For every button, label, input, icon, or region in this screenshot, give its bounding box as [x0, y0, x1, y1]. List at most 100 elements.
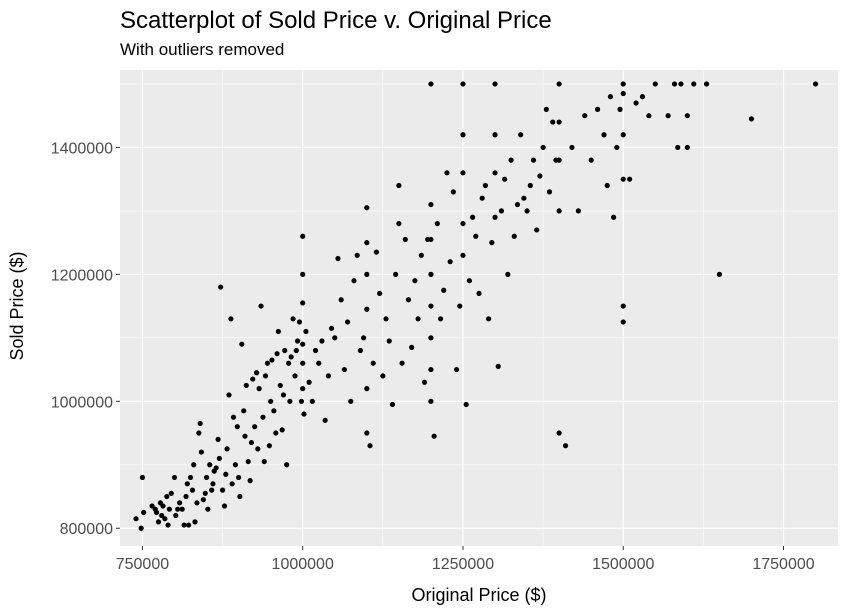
data-point	[671, 81, 678, 87]
data-point	[200, 497, 206, 503]
data-point	[230, 414, 237, 420]
data-point	[447, 259, 453, 265]
data-point	[511, 233, 517, 239]
data-point	[521, 195, 527, 201]
data-point	[543, 106, 549, 112]
data-point	[294, 338, 301, 344]
data-point	[319, 338, 325, 344]
data-point	[252, 424, 258, 430]
data-point	[556, 157, 562, 163]
data-point	[492, 170, 498, 176]
data-point	[168, 490, 174, 496]
data-point	[569, 144, 575, 151]
data-point	[226, 392, 232, 398]
data-point	[514, 201, 521, 208]
data-point	[181, 522, 187, 528]
data-point	[279, 427, 285, 433]
major-gridlines	[120, 70, 838, 546]
data-point	[556, 208, 562, 214]
data-point	[269, 357, 275, 363]
data-point	[582, 113, 588, 119]
data-point	[216, 455, 222, 462]
data-point	[524, 208, 530, 214]
data-point	[364, 430, 370, 436]
data-point	[139, 474, 146, 481]
data-point	[428, 271, 434, 277]
data-point	[191, 462, 197, 468]
x-axis-ticks: 750000 1000000 1250000 1500000 1750000	[116, 546, 815, 573]
data-point	[703, 81, 710, 87]
data-point	[604, 182, 610, 189]
data-point	[268, 398, 274, 404]
data-point	[562, 443, 569, 449]
data-point	[620, 303, 626, 309]
data-point	[165, 522, 171, 528]
data-point	[287, 398, 293, 404]
data-point	[409, 344, 415, 350]
data-point	[194, 500, 200, 506]
data-point	[243, 382, 249, 389]
data-point	[588, 157, 594, 163]
data-point	[348, 398, 354, 404]
data-point	[141, 509, 147, 515]
data-point	[421, 379, 428, 385]
data-point	[296, 319, 303, 325]
data-point	[322, 417, 328, 423]
data-point	[288, 354, 294, 360]
data-point	[428, 236, 434, 243]
data-point	[284, 462, 290, 468]
data-point	[228, 316, 234, 322]
data-point	[812, 81, 819, 87]
data-point	[303, 328, 309, 335]
data-point	[277, 382, 283, 389]
data-point	[486, 316, 492, 322]
data-point	[428, 81, 434, 87]
data-point	[255, 446, 261, 452]
data-point	[192, 519, 198, 525]
data-point	[502, 176, 508, 182]
data-point	[300, 233, 306, 239]
data-point	[489, 240, 495, 246]
data-point	[202, 490, 208, 496]
data-point	[556, 430, 562, 436]
data-point	[428, 335, 434, 341]
data-point	[389, 401, 396, 408]
data-point	[364, 205, 370, 211]
data-point	[196, 430, 202, 436]
data-point	[444, 170, 450, 176]
data-point	[370, 360, 376, 366]
data-point	[338, 297, 344, 303]
data-point	[428, 201, 434, 208]
data-point	[335, 255, 341, 262]
data-point	[328, 325, 335, 331]
data-point	[316, 360, 322, 366]
data-point	[184, 481, 190, 487]
data-point	[173, 512, 179, 519]
data-point	[293, 347, 299, 354]
data-point	[325, 373, 331, 379]
data-point	[492, 214, 498, 220]
data-point	[530, 157, 537, 163]
data-point	[175, 506, 181, 512]
x-tick-label: 750000	[116, 556, 169, 573]
data-point	[415, 316, 421, 322]
data-point	[223, 471, 229, 477]
y-tick-label: 1200000	[51, 267, 113, 284]
data-point	[149, 503, 155, 509]
data-point	[620, 81, 626, 87]
data-point	[250, 376, 256, 382]
data-point	[205, 506, 211, 512]
data-point	[364, 240, 370, 246]
data-point	[264, 360, 271, 366]
data-point	[159, 512, 165, 519]
data-point	[166, 506, 172, 512]
data-point	[235, 474, 242, 481]
data-point	[505, 271, 511, 277]
data-point	[748, 116, 755, 122]
data-point	[639, 94, 646, 100]
data-point	[428, 398, 434, 404]
data-point	[611, 214, 617, 220]
data-point	[620, 319, 626, 325]
data-point	[418, 252, 424, 258]
x-tick-label: 1000000	[272, 556, 334, 573]
